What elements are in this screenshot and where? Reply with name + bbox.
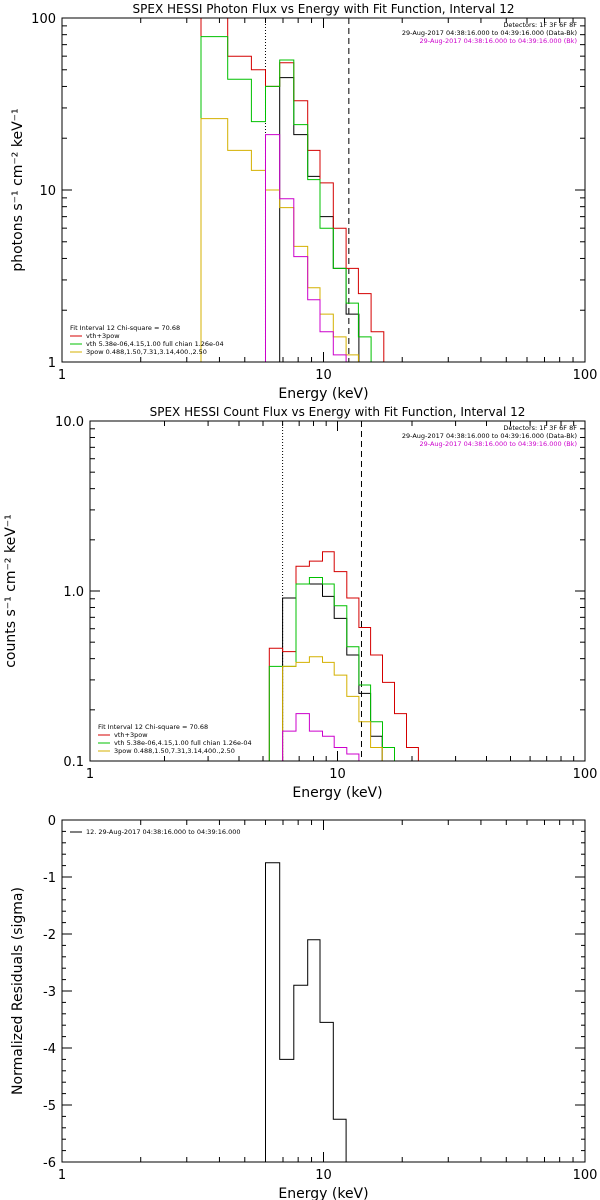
series-line-4: [282, 656, 383, 761]
legend-entry-3: vth 5.38e-06,4.15,1.00 full chian 1.26e-…: [114, 739, 252, 747]
y-tick-label: -5: [43, 1099, 56, 1114]
x-tick-label: 1: [58, 1168, 66, 1183]
x-tick-label: 10: [329, 767, 346, 782]
plot-frame: [61, 819, 586, 1163]
panels: SPEX HESSI Photon Flux vs Energy with Fi…: [3, 2, 597, 1200]
header-line-3: 29-Aug-2017 04:38:16.000 to 04:39:16.000…: [420, 37, 577, 45]
series-line-3: [268, 577, 407, 762]
header-line-3: 29-Aug-2017 04:38:16.000 to 04:39:16.000…: [420, 440, 577, 448]
header-line-2: 29-Aug-2017 04:38:16.000 to 04:39:16.000…: [402, 432, 577, 440]
legend-entry-2: vth+3pow: [86, 332, 120, 340]
x-tick-label: 1: [86, 767, 94, 782]
series-line-3: [200, 36, 384, 363]
y-tick-label: -1: [43, 871, 56, 886]
series-line-5: [265, 134, 359, 363]
chart-title: SPEX HESSI Count Flux vs Energy with Fit…: [150, 405, 526, 419]
legend-entry-2: vth+3pow: [114, 731, 148, 739]
header-line-1: Detectors: 1F 3F 6F 8F: [503, 21, 577, 29]
legend-entry-4: 3pow 0.488,1.50,7.31,3.14,400.,2.50: [114, 747, 235, 755]
legend-entry-1: Fit Interval 12 Chi-square = 70.68: [70, 324, 180, 332]
y-tick-label: -2: [43, 928, 56, 943]
y-axis-label: counts s⁻¹ cm⁻² keV⁻¹: [3, 514, 19, 668]
y-tick-label: -4: [43, 1042, 56, 1057]
chart-panel-3: 1 10 100 -6 -5 -4 -3 -2 -1 0 Energy (keV) Normalize…: [10, 814, 597, 1200]
y-tick-label: 0: [48, 814, 56, 829]
y-tick-label: 100: [31, 12, 56, 27]
y-axis-label: Normalized Residuals (sigma): [10, 887, 26, 1095]
header-line-1: Detectors: 1F 3F 6F 8F: [503, 424, 577, 432]
legend-entry-4: 3pow 0.488,1.50,7.31,3.14,400.,2.50: [86, 348, 207, 356]
y-tick-label: 0.1: [63, 755, 84, 770]
chart-panel-1: SPEX HESSI Photon Flux vs Energy with Fi…: [10, 2, 597, 402]
x-axis-label: Energy (keV): [292, 785, 382, 801]
plot-frame: [89, 420, 586, 762]
chart-title: SPEX HESSI Photon Flux vs Energy with Fi…: [133, 2, 515, 16]
plot-frame: [61, 17, 586, 363]
x-tick-label: 10: [315, 1168, 332, 1183]
data-series: [268, 551, 419, 762]
x-tick-label: 100: [573, 368, 598, 383]
legend-entry-1: Fit Interval 12 Chi-square = 70.68: [98, 723, 208, 731]
y-tick-label: -6: [43, 1156, 56, 1171]
x-tick-label: 10: [315, 368, 332, 383]
x-axis-label: Energy (keV): [278, 1186, 368, 1200]
legend-entry-1: 12. 29-Aug-2017 04:38:16.000 to 04:39:16…: [86, 828, 241, 836]
data-series: [265, 862, 359, 1163]
x-tick-label: 1: [58, 368, 66, 383]
y-tick-label: 1: [48, 356, 56, 371]
x-tick-label: 100: [573, 1168, 598, 1183]
y-tick-label: 10: [39, 184, 56, 199]
x-tick-label: 100: [573, 767, 598, 782]
header-line-2: 29-Aug-2017 04:38:16.000 to 04:39:16.000…: [402, 29, 577, 37]
legend-entry-3: vth 5.38e-06,4.15,1.00 full chian 1.26e-…: [86, 340, 224, 348]
y-tick-label: 1.0: [63, 585, 84, 600]
chart-panel-2: SPEX HESSI Count Flux vs Energy with Fit…: [3, 405, 597, 801]
y-axis-label: photons s⁻¹ cm⁻² keV⁻¹: [10, 108, 26, 271]
series-line-1: [265, 862, 359, 1163]
data-series: [200, 17, 397, 363]
series-line-5: [282, 713, 383, 762]
y-tick-label: 10.0: [55, 415, 84, 430]
x-axis-label: Energy (keV): [278, 386, 368, 402]
y-tick-label: -3: [43, 985, 56, 1000]
